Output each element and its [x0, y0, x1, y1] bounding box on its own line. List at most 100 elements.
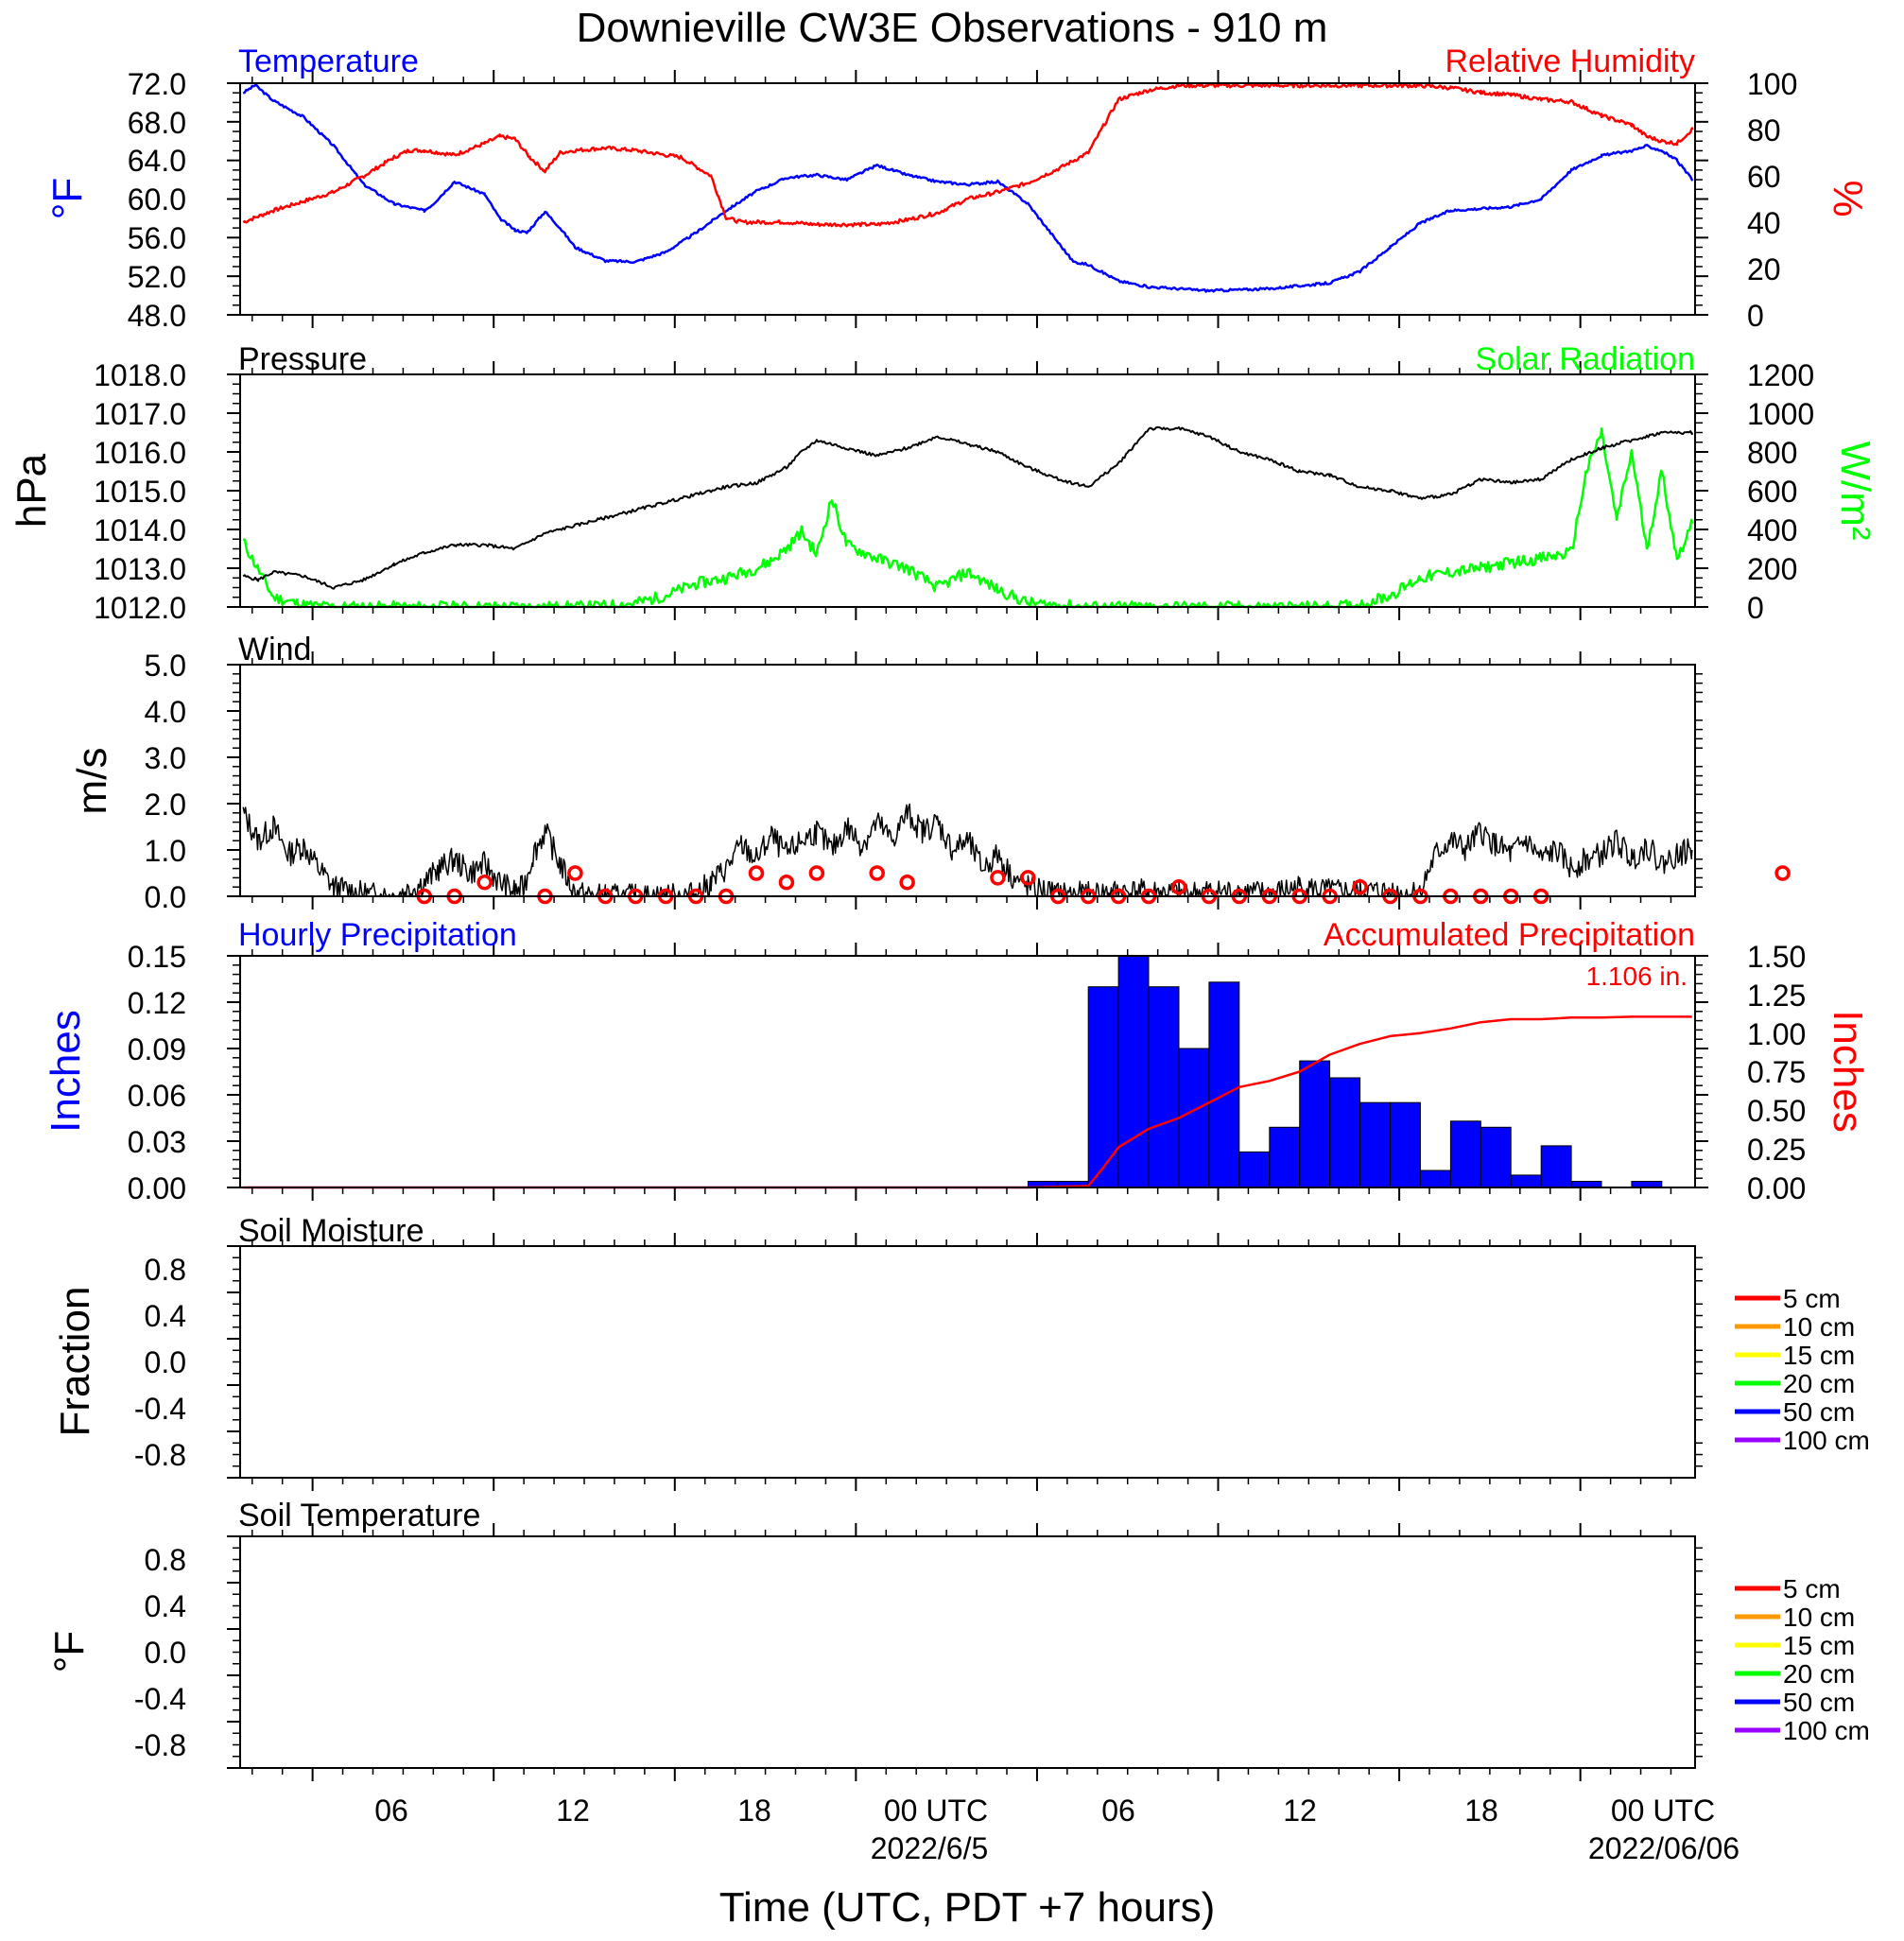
tick-label: 1.0 [145, 834, 186, 868]
temp-left-unit: °F [44, 178, 91, 219]
tick-label: 0.25 [1747, 1133, 1806, 1167]
soil-temp-ticks [227, 1523, 1703, 1781]
x-axis-labels: 06 12 18 00 UTC 06 12 18 00 UTC 2022/6/5… [374, 1794, 1740, 1865]
wind-calm-marker [1020, 870, 1036, 886]
legend-label: 10 cm [1783, 1312, 1855, 1342]
wind-frame [239, 664, 1696, 897]
temp-left-title: Temperature [238, 43, 419, 79]
soil-temp-title: Soil Temperature [238, 1498, 480, 1534]
precip-left-tick-labels: 0.15 0.12 0.09 0.06 0.03 0.00 [128, 940, 186, 1205]
legend-label: 15 cm [1783, 1631, 1855, 1660]
x-tick-label: 00 UTC [1611, 1794, 1715, 1828]
tick-label: 1013.0 [94, 552, 186, 586]
precip-bar [1510, 1174, 1542, 1188]
x-tick-label: 00 UTC [884, 1794, 988, 1828]
tick-label: 1017.0 [94, 397, 186, 431]
precip-bar [1269, 1126, 1301, 1188]
accum-precip-line [243, 1015, 1692, 1189]
tick-label: 0.0 [145, 1636, 186, 1670]
precip-bar [1359, 1101, 1391, 1188]
legend-label: 10 cm [1783, 1603, 1855, 1632]
tick-label: 2.0 [145, 788, 186, 822]
tick-label: 1.00 [1747, 1017, 1806, 1051]
tick-label: 4.0 [145, 695, 186, 729]
tick-label: 68.0 [128, 106, 186, 140]
soil-moisture-panel: Soil Moisture Fraction 0.8 0.4 0.0 -0.4 … [52, 1213, 1870, 1491]
legend-item: 15 cm [1735, 1341, 1855, 1370]
tick-label: 200 [1747, 552, 1797, 586]
precip-bar [1329, 1077, 1361, 1188]
pressure-ticks [227, 361, 1708, 620]
legend-item: 10 cm [1735, 1603, 1855, 1632]
pressure-left-tick-labels: 1018.0 1017.0 1016.0 1015.0 1014.0 1013.… [94, 358, 186, 625]
legend-item: 50 cm [1735, 1688, 1855, 1717]
tick-label: 1000 [1747, 397, 1814, 431]
precip-left-title: Hourly Precipitation [238, 917, 517, 953]
wind-calm-marker [990, 870, 1006, 886]
wind-left-tick-labels: 5.0 4.0 3.0 2.0 1.0 0.0 [145, 649, 186, 914]
tick-label: 1018.0 [94, 358, 186, 392]
legend-item: 5 cm [1735, 1284, 1841, 1313]
precip-bar [1148, 986, 1180, 1188]
legend-item: 50 cm [1735, 1397, 1855, 1427]
tick-label: 72.0 [128, 67, 186, 101]
temp-ticks [227, 70, 1708, 328]
pressure-right-tick-labels: 1200 1000 800 600 400 200 0 [1747, 358, 1814, 625]
tick-label: 100 [1747, 67, 1797, 101]
tick-label: 0.8 [145, 1253, 186, 1287]
tick-label: 60 [1747, 160, 1781, 194]
tick-label: 40 [1747, 206, 1781, 240]
tick-label: 20 [1747, 252, 1781, 286]
tick-label: 60.0 [128, 182, 186, 217]
tick-label: 1016.0 [94, 436, 186, 470]
tick-label: 0.4 [145, 1589, 186, 1623]
tick-label: 5.0 [145, 649, 186, 683]
temp-panel: Temperature Relative Humidity °F % 72.0 … [44, 43, 1871, 333]
soil-moisture-unit: Fraction [52, 1287, 98, 1437]
legend-item: 20 cm [1735, 1369, 1855, 1398]
pressure-panel: Pressure Solar Radiation hPa W/m² 1018.0… [9, 341, 1878, 625]
tick-label: 0.4 [145, 1299, 186, 1333]
tick-label: 0.06 [128, 1079, 186, 1113]
precip-bar [1540, 1145, 1572, 1188]
humidity-line [242, 82, 1694, 228]
soil-temp-unit: °F [46, 1631, 93, 1672]
wind-left-title: Wind [238, 632, 311, 667]
wind-panel: Wind m/s 5.0 4.0 3.0 2.0 1.0 0.0 [69, 632, 1791, 914]
x-tick-label: 12 [556, 1794, 590, 1828]
precip-ticks [227, 943, 1708, 1201]
legend-item: 10 cm [1735, 1312, 1855, 1342]
tick-label: -0.8 [134, 1728, 186, 1762]
tick-label: -0.8 [134, 1438, 186, 1472]
precip-bar [1117, 955, 1150, 1188]
wind-calm-marker [476, 875, 493, 891]
tick-label: 1200 [1747, 358, 1814, 392]
precip-bar [1087, 986, 1119, 1188]
figure-title: Downieville CW3E Observations - 910 m [577, 5, 1328, 51]
precip-panel: Hourly Precipitation Accumulated Precipi… [43, 917, 1871, 1205]
wind-calm-marker [778, 875, 795, 891]
tick-label: 64.0 [128, 144, 186, 178]
temp-right-unit: % [1825, 180, 1871, 217]
tick-label: 400 [1747, 513, 1797, 547]
tick-label: -0.4 [134, 1682, 186, 1716]
x-axis-title: Time (UTC, PDT +7 hours) [719, 1884, 1215, 1931]
legend-label: 100 cm [1783, 1716, 1870, 1745]
wind-calm-marker [1774, 865, 1791, 881]
legend-item: 15 cm [1735, 1631, 1855, 1660]
tick-label: 0.12 [128, 986, 186, 1020]
tick-label: 52.0 [128, 260, 186, 294]
precip-left-unit: Inches [43, 1010, 89, 1133]
tick-label: 0.03 [128, 1125, 186, 1159]
precip-annotation: 1.106 in. [1586, 962, 1688, 991]
precip-bar [1480, 1126, 1512, 1188]
precip-bar [1419, 1170, 1451, 1188]
precip-bar [1299, 1060, 1331, 1188]
temp-series [242, 82, 1694, 293]
pressure-left-title: Pressure [238, 341, 367, 377]
tick-label: 0 [1747, 299, 1764, 333]
legend-item: 5 cm [1735, 1574, 1841, 1603]
wind-speed-line [242, 803, 1693, 897]
tick-label: 0.09 [128, 1032, 186, 1066]
wind-calm-marker [567, 865, 583, 881]
